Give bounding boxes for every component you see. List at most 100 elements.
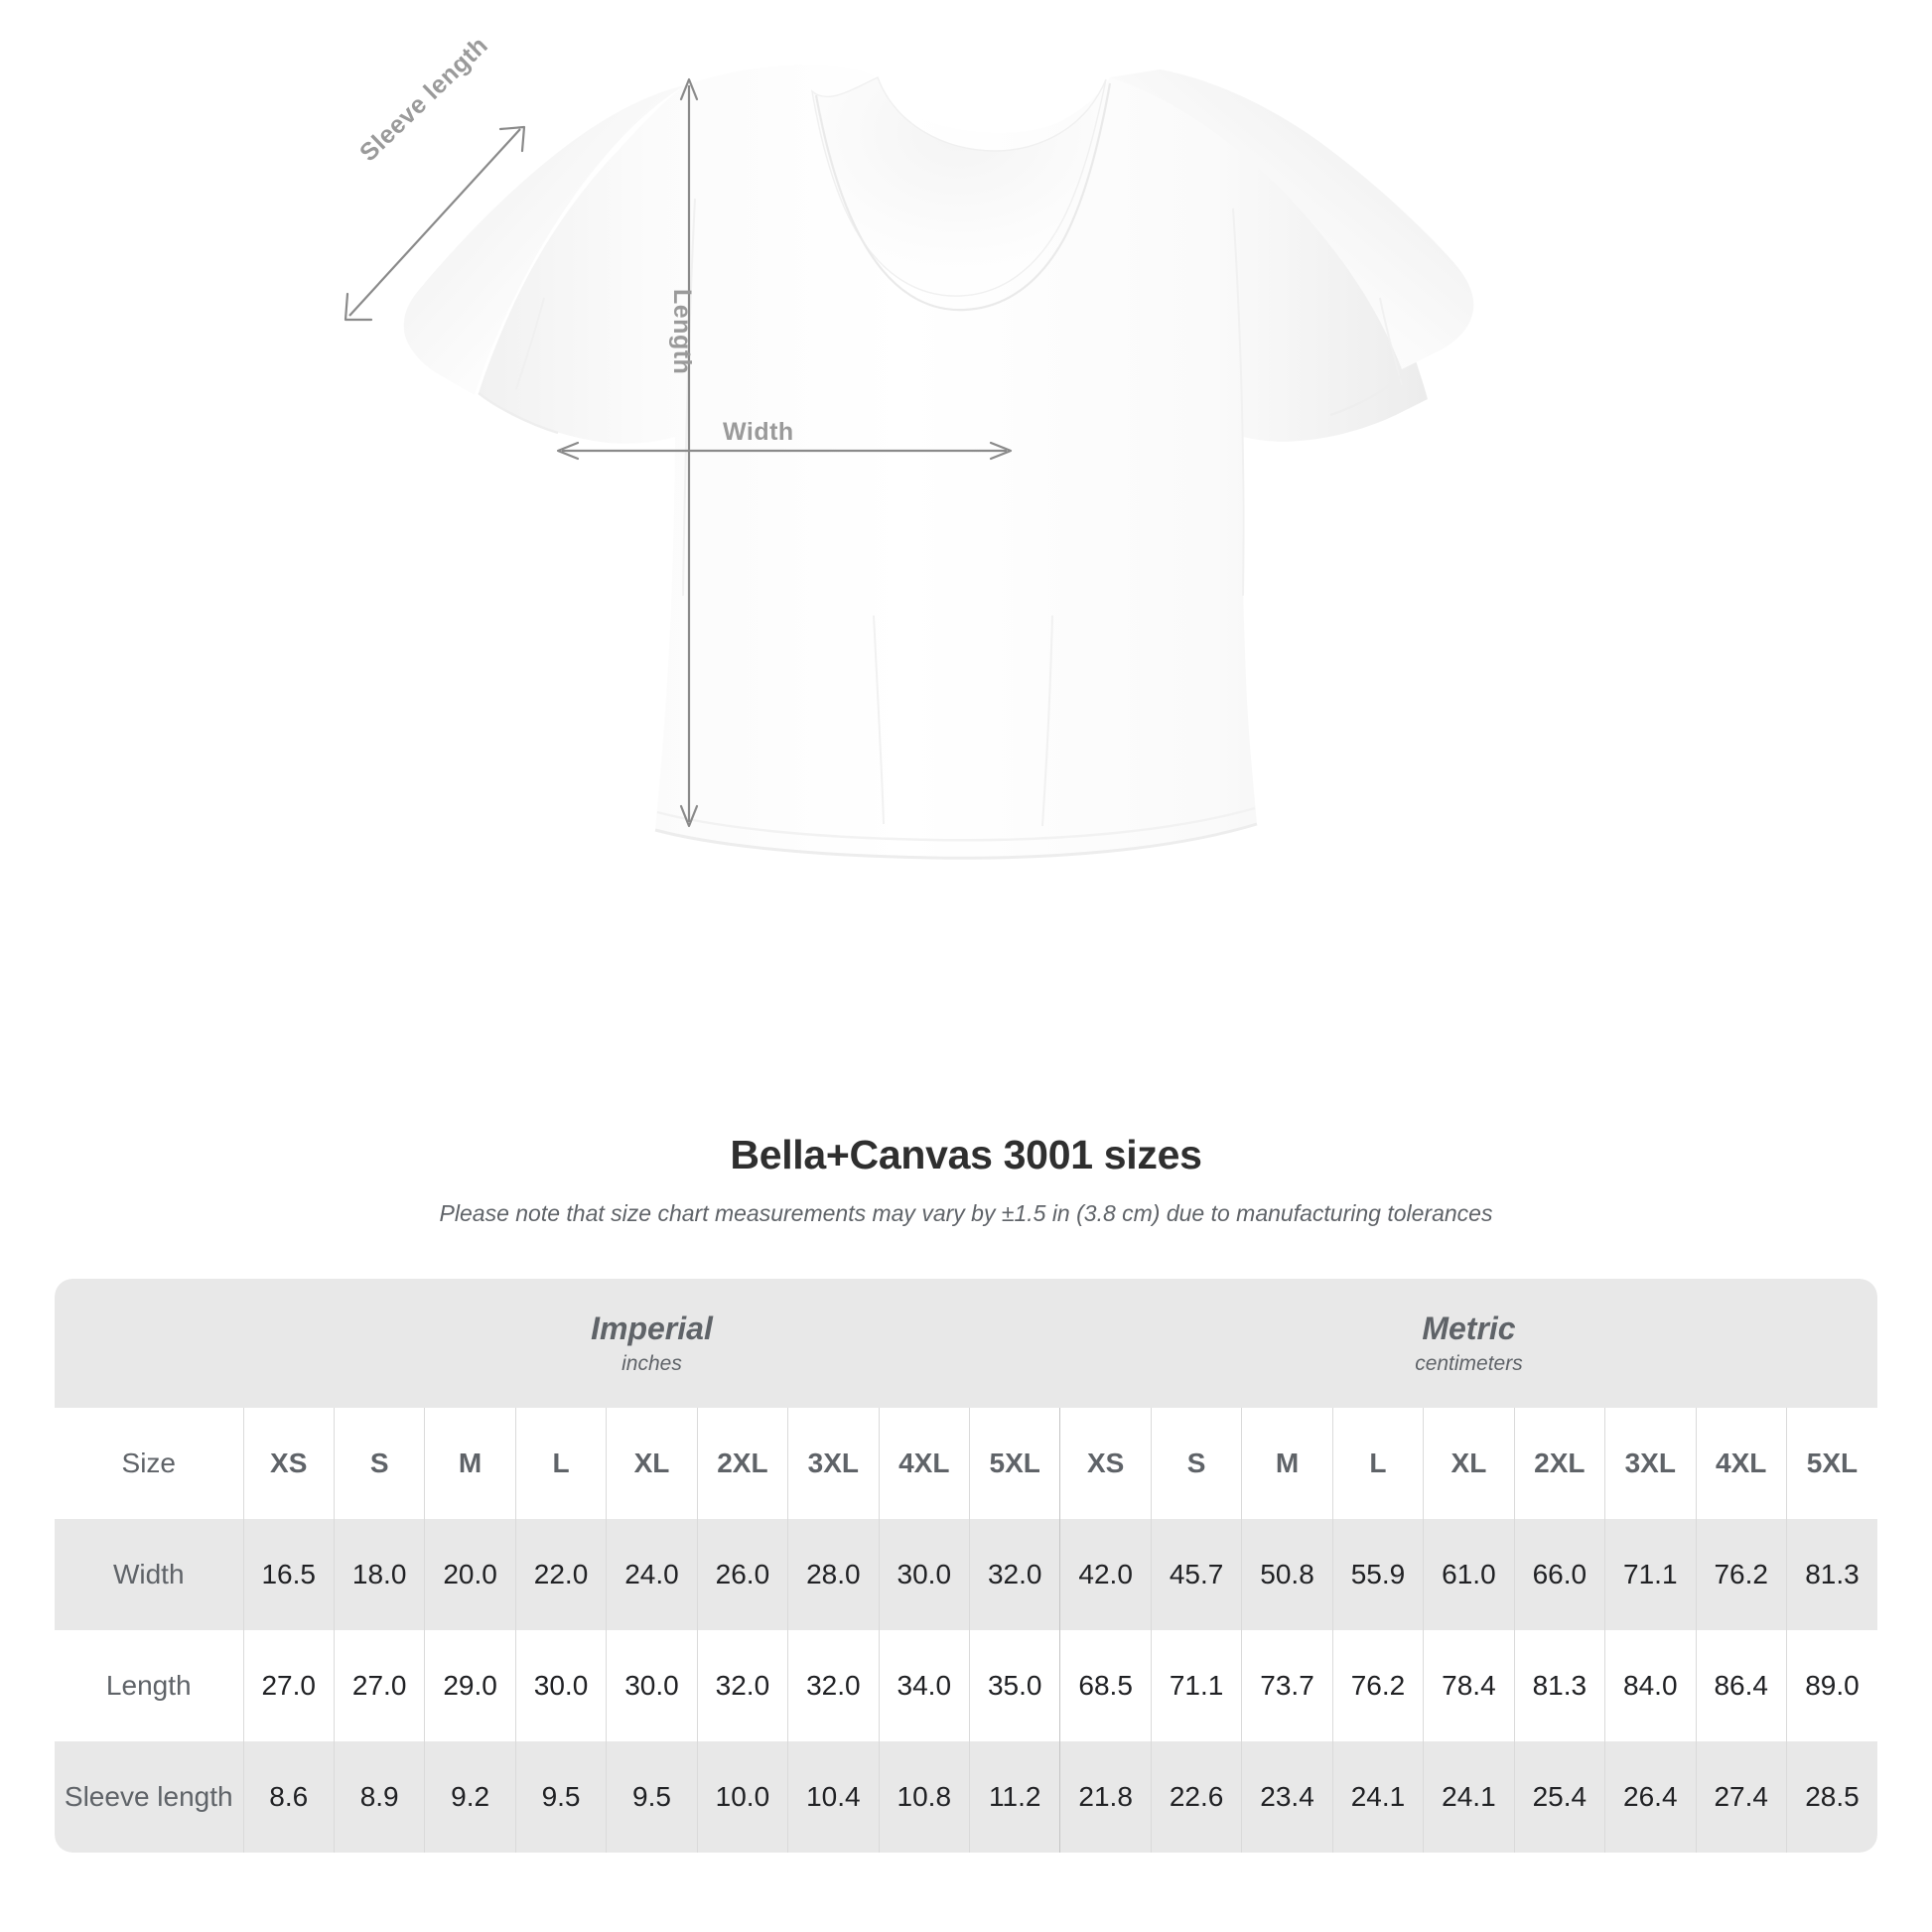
size-header-metric-2xl: 2XL — [1513, 1408, 1605, 1519]
length-imperial-2xl: 32.0 — [696, 1630, 788, 1741]
unit-group-metric-unit: centimeters — [1415, 1352, 1523, 1376]
tshirt-measurement-diagram: Sleeve length Length Width — [344, 32, 1474, 860]
unit-group-metric-name: Metric — [1422, 1310, 1516, 1346]
unit-group-metric: Metric centimeters — [1059, 1279, 1877, 1408]
size-header-imperial-5xl: 5XL — [968, 1408, 1060, 1519]
width-imperial-4xl: 30.0 — [878, 1519, 970, 1630]
sleeve-imperial-5xl: 11.2 — [968, 1741, 1060, 1853]
sleeve-imperial-m: 9.2 — [424, 1741, 516, 1853]
unit-group-header-row: Imperial inches Metric centimeters — [55, 1279, 1877, 1408]
length-metric-4xl: 86.4 — [1695, 1630, 1787, 1741]
tshirt-illustration — [344, 64, 1474, 860]
size-header-metric-3xl: 3XL — [1604, 1408, 1696, 1519]
length-metric-m: 73.7 — [1241, 1630, 1333, 1741]
length-imperial-5xl: 35.0 — [968, 1630, 1060, 1741]
unit-group-spacer — [55, 1279, 243, 1408]
width-metric-xl: 61.0 — [1423, 1519, 1515, 1630]
width-metric-5xl: 81.3 — [1785, 1519, 1877, 1630]
width-imperial-l: 22.0 — [514, 1519, 607, 1630]
length-imperial-4xl: 34.0 — [878, 1630, 970, 1741]
shirt-hem — [654, 806, 1258, 860]
length-imperial-s: 27.0 — [333, 1630, 425, 1741]
width-imperial-xs: 16.5 — [242, 1519, 335, 1630]
row-label-length: Length — [55, 1630, 243, 1741]
sleeve-imperial-4xl: 10.8 — [878, 1741, 970, 1853]
unit-group-imperial-unit: inches — [621, 1352, 682, 1376]
sleeve-metric-m: 23.4 — [1241, 1741, 1333, 1853]
row-label-width: Width — [55, 1519, 243, 1630]
length-imperial-l: 30.0 — [514, 1630, 607, 1741]
size-header-metric-m: M — [1241, 1408, 1333, 1519]
length-imperial-m: 29.0 — [424, 1630, 516, 1741]
size-header-imperial-xl: XL — [606, 1408, 698, 1519]
length-dimension-label: Length — [668, 289, 696, 375]
width-metric-3xl: 71.1 — [1604, 1519, 1696, 1630]
sleeve-imperial-2xl: 10.0 — [696, 1741, 788, 1853]
tolerance-note: Please note that size chart measurements… — [439, 1200, 1493, 1226]
unit-group-imperial-name: Imperial — [591, 1310, 713, 1346]
sleeve-imperial-xl: 9.5 — [606, 1741, 698, 1853]
length-metric-s: 71.1 — [1150, 1630, 1242, 1741]
width-imperial-3xl: 28.0 — [787, 1519, 880, 1630]
measurement-arrows — [344, 77, 1013, 828]
size-header-metric-5xl: 5XL — [1785, 1408, 1877, 1519]
sleeve-metric-4xl: 27.4 — [1695, 1741, 1787, 1853]
length-metric-l: 76.2 — [1331, 1630, 1424, 1741]
sleeve-metric-s: 22.6 — [1150, 1741, 1242, 1853]
width-metric-xs: 42.0 — [1059, 1519, 1152, 1630]
size-chart-table: Imperial inches Metric centimeters Size … — [55, 1279, 1877, 1853]
size-header-imperial-xs: XS — [242, 1408, 335, 1519]
width-imperial-5xl: 32.0 — [968, 1519, 1060, 1630]
size-header-metric-l: L — [1331, 1408, 1424, 1519]
size-chart-table-container: Imperial inches Metric centimeters Size … — [55, 1279, 1877, 1853]
sleeve-imperial-l: 9.5 — [514, 1741, 607, 1853]
size-header-imperial-l: L — [514, 1408, 607, 1519]
row-label-size: Size — [55, 1408, 243, 1519]
sleeve-cuffs — [478, 372, 1405, 435]
length-metric-3xl: 84.0 — [1604, 1630, 1696, 1741]
shirt-body-shape — [403, 64, 1474, 859]
sleeve-metric-xl: 24.1 — [1423, 1741, 1515, 1853]
length-metric-2xl: 81.3 — [1513, 1630, 1605, 1741]
table-row-length: Length 27.0 27.0 29.0 30.0 30.0 32.0 32.… — [55, 1630, 1877, 1741]
table-row-sleeve-length: Sleeve length 8.6 8.9 9.2 9.5 9.5 10.0 1… — [55, 1741, 1877, 1853]
size-header-imperial-s: S — [333, 1408, 425, 1519]
size-header-imperial-2xl: 2XL — [696, 1408, 788, 1519]
width-metric-2xl: 66.0 — [1513, 1519, 1605, 1630]
length-metric-xl: 78.4 — [1423, 1630, 1515, 1741]
width-metric-l: 55.9 — [1331, 1519, 1424, 1630]
width-metric-m: 50.8 — [1241, 1519, 1333, 1630]
width-metric-4xl: 76.2 — [1695, 1519, 1787, 1630]
table-row-width: Width 16.5 18.0 20.0 22.0 24.0 26.0 28.0… — [55, 1519, 1877, 1630]
length-metric-xs: 68.5 — [1059, 1630, 1152, 1741]
sleeve-imperial-xs: 8.6 — [242, 1741, 335, 1853]
page-title: Bella+Canvas 3001 sizes — [730, 1132, 1202, 1177]
width-imperial-m: 20.0 — [424, 1519, 516, 1630]
sleeve-metric-2xl: 25.4 — [1513, 1741, 1605, 1853]
row-label-sleeve-length: Sleeve length — [55, 1741, 243, 1853]
sleeve-metric-3xl: 26.4 — [1604, 1741, 1696, 1853]
sleeve-metric-5xl: 28.5 — [1785, 1741, 1877, 1853]
width-metric-s: 45.7 — [1150, 1519, 1242, 1630]
length-imperial-xs: 27.0 — [242, 1630, 335, 1741]
size-header-metric-xs: XS — [1059, 1408, 1152, 1519]
sleeve-metric-xs: 21.8 — [1059, 1741, 1152, 1853]
size-header-metric-xl: XL — [1423, 1408, 1515, 1519]
length-metric-5xl: 89.0 — [1785, 1630, 1877, 1741]
unit-group-imperial: Imperial inches — [243, 1279, 1060, 1408]
sleeve-imperial-3xl: 10.4 — [787, 1741, 880, 1853]
length-imperial-3xl: 32.0 — [787, 1630, 880, 1741]
shirt-collar — [810, 76, 1112, 312]
sleeve-arrow-line — [348, 128, 521, 317]
chart-title-block: Bella+Canvas 3001 sizes Please note that… — [0, 1132, 1932, 1227]
size-header-imperial-4xl: 4XL — [878, 1408, 970, 1519]
width-imperial-xl: 24.0 — [606, 1519, 698, 1630]
size-header-metric-s: S — [1150, 1408, 1242, 1519]
width-dimension-label: Width — [723, 418, 794, 446]
width-imperial-s: 18.0 — [333, 1519, 425, 1630]
length-imperial-xl: 30.0 — [606, 1630, 698, 1741]
table-row-size: Size XS S M L XL 2XL 3XL 4XL 5XL XS S M … — [55, 1408, 1877, 1519]
sleeve-metric-l: 24.1 — [1331, 1741, 1424, 1853]
width-imperial-2xl: 26.0 — [696, 1519, 788, 1630]
size-header-imperial-3xl: 3XL — [787, 1408, 880, 1519]
